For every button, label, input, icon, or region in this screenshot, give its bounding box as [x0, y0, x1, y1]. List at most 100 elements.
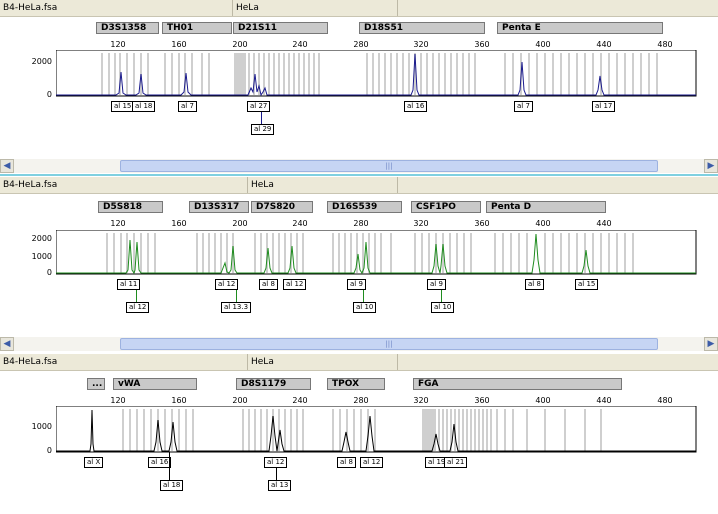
x-tick: 440 [596, 396, 612, 405]
y-tick: 0 [46, 446, 52, 455]
x-tick: 120 [110, 396, 126, 405]
marker-PentaD[interactable]: Penta D [486, 201, 606, 213]
marker-PentaE[interactable]: Penta E [497, 22, 663, 34]
x-tick: 240 [292, 219, 308, 228]
panel2-header: B4-HeLa.fsa HeLa [0, 177, 718, 194]
panel2-electropherogram[interactable] [56, 230, 718, 276]
marker-D13S317[interactable]: D13S317 [189, 201, 249, 213]
x-tick: 240 [292, 40, 308, 49]
x-tick: 360 [474, 219, 490, 228]
marker-D8S1179[interactable]: D8S1179 [236, 378, 311, 390]
bins [122, 409, 602, 451]
marker-FGA[interactable]: FGA [413, 378, 622, 390]
allele-call[interactable]: al 12 [215, 279, 239, 290]
allele-call[interactable]: al 7 [178, 101, 197, 112]
marker-CSF1PO[interactable]: CSF1PO [411, 201, 481, 213]
allele-call[interactable]: al 11 [117, 279, 141, 290]
allele-call[interactable]: al 8 [259, 279, 278, 290]
allele-call[interactable]: al 8 [525, 279, 544, 290]
allele-call[interactable]: al 16 [404, 101, 428, 112]
panel2-scrollbar[interactable]: ◀ ||| ▶ [0, 337, 718, 351]
allele-call[interactable]: al 13.3 [221, 302, 252, 313]
allele-call[interactable]: al 27 [247, 101, 271, 112]
x-tick: 320 [413, 219, 429, 228]
sample-name: HeLa [248, 177, 398, 193]
allele-call[interactable]: al 13 [268, 480, 292, 491]
allele-call[interactable]: al X [84, 457, 104, 468]
bins [101, 53, 658, 95]
marker-D3S1358[interactable]: D3S1358 [96, 22, 159, 34]
x-tick: 360 [474, 396, 490, 405]
plot-frame [56, 406, 697, 453]
x-tick: 120 [110, 40, 126, 49]
allele-connector [261, 112, 262, 124]
x-tick: 240 [292, 396, 308, 405]
y-tick: 1000 [31, 422, 52, 431]
allele-call[interactable]: al 10 [353, 302, 377, 313]
file-name: B4-HeLa.fsa [0, 354, 248, 370]
trace [56, 233, 696, 275]
allele-call[interactable]: al 18 [160, 480, 184, 491]
marker-D16S539[interactable]: D16S539 [327, 201, 402, 213]
allele-call[interactable]: al 10 [431, 302, 455, 313]
allele-call[interactable]: al 29 [251, 124, 275, 135]
allele-call[interactable]: al 16 [148, 457, 172, 468]
marker-TH01[interactable]: TH01 [162, 22, 232, 34]
panel3-electropherogram[interactable] [56, 406, 718, 454]
allele-connector [363, 290, 364, 302]
allele-call[interactable]: al 21 [444, 457, 468, 468]
x-tick: 280 [353, 219, 369, 228]
allele-call[interactable]: al 7 [514, 101, 533, 112]
y-tick: 2000 [31, 57, 52, 66]
allele-call[interactable]: al 12 [360, 457, 384, 468]
x-tick: 200 [232, 40, 248, 49]
y-tick: 0 [46, 90, 52, 99]
x-tick: 360 [474, 40, 490, 49]
x-tick: 400 [535, 396, 551, 405]
allele-connector [169, 452, 170, 480]
allele-call[interactable]: al 12 [264, 457, 288, 468]
x-tick: 200 [232, 396, 248, 405]
allele-connector [136, 290, 137, 302]
allele-call[interactable]: al 8 [337, 457, 356, 468]
scroll-right-button[interactable]: ▶ [704, 159, 718, 173]
scroll-right-button[interactable]: ▶ [704, 337, 718, 351]
allele-connector [236, 290, 237, 302]
y-tick: 1000 [31, 252, 52, 261]
allele-call[interactable]: al 15 [575, 279, 599, 290]
plot-frame [56, 230, 697, 275]
allele-connector [276, 468, 277, 480]
x-tick: 440 [596, 40, 612, 49]
file-name: B4-HeLa.fsa [0, 0, 233, 16]
x-tick: 280 [353, 40, 369, 49]
panel1-scrollbar[interactable]: ◀ ||| ▶ [0, 159, 718, 173]
panel-divider [0, 174, 718, 176]
x-tick: 480 [657, 396, 673, 405]
marker-more[interactable]: ... [87, 378, 105, 390]
marker-D18S51[interactable]: D18S51 [359, 22, 485, 34]
scroll-left-button[interactable]: ◀ [0, 337, 14, 351]
panel1-electropherogram[interactable] [56, 50, 718, 98]
allele-call[interactable]: al 18 [132, 101, 156, 112]
allele-call[interactable]: al 12 [283, 279, 307, 290]
allele-call[interactable]: al 9 [427, 279, 446, 290]
marker-TPOX[interactable]: TPOX [327, 378, 385, 390]
allele-call[interactable]: al 12 [126, 302, 150, 313]
scroll-thumb[interactable]: ||| [120, 338, 658, 350]
panel3-header: B4-HeLa.fsa HeLa [0, 354, 718, 371]
marker-D5S818[interactable]: D5S818 [98, 201, 163, 213]
allele-call[interactable]: al 9 [347, 279, 366, 290]
x-tick: 440 [596, 219, 612, 228]
scroll-thumb[interactable]: ||| [120, 160, 658, 172]
marker-D21S11[interactable]: D21S11 [233, 22, 328, 34]
plot-frame [56, 50, 697, 97]
sample-name: HeLa [233, 0, 398, 16]
bins [106, 233, 634, 273]
x-tick: 320 [413, 396, 429, 405]
marker-vWA[interactable]: vWA [113, 378, 197, 390]
scroll-left-button[interactable]: ◀ [0, 159, 14, 173]
allele-call[interactable]: al 15 [111, 101, 135, 112]
allele-call[interactable]: al 17 [592, 101, 616, 112]
trace [56, 409, 696, 452]
marker-D7S820[interactable]: D7S820 [251, 201, 313, 213]
